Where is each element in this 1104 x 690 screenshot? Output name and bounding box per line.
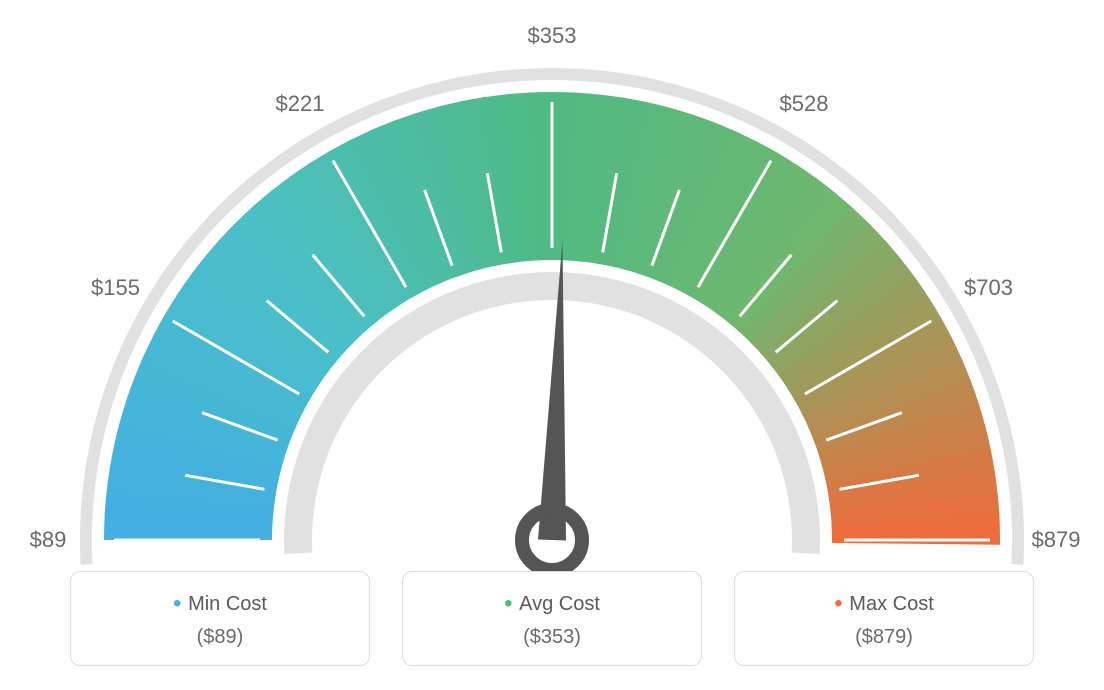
gauge-area: $89 $155 $221 $353 $528 $703 $879 xyxy=(0,0,1104,560)
gauge-tick-label: $221 xyxy=(276,91,325,117)
legend-label-avg: Avg Cost xyxy=(413,590,691,618)
gauge-tick-label: $879 xyxy=(1032,527,1081,553)
gauge-tick-label: $155 xyxy=(91,275,140,301)
gauge-svg xyxy=(0,20,1104,580)
gauge-chart-container: $89 $155 $221 $353 $528 $703 $879 Min Cost ($8… xyxy=(0,0,1104,690)
legend-card-max: Max Cost ($879) xyxy=(734,571,1034,666)
legend-label-min: Min Cost xyxy=(81,590,359,618)
legend-value-min: ($89) xyxy=(81,626,359,649)
gauge-tick-label: $353 xyxy=(528,23,577,49)
gauge-tick-label: $703 xyxy=(964,275,1013,301)
legend-card-avg: Avg Cost ($353) xyxy=(402,571,702,666)
legend-card-min: Min Cost ($89) xyxy=(70,571,370,666)
gauge-tick-label: $528 xyxy=(780,91,829,117)
legend-row: Min Cost ($89) Avg Cost ($353) Max Cost … xyxy=(0,571,1104,666)
legend-value-avg: ($353) xyxy=(413,626,691,649)
legend-label-max: Max Cost xyxy=(745,590,1023,618)
gauge-tick-label: $89 xyxy=(30,527,67,553)
legend-value-max: ($879) xyxy=(745,626,1023,649)
